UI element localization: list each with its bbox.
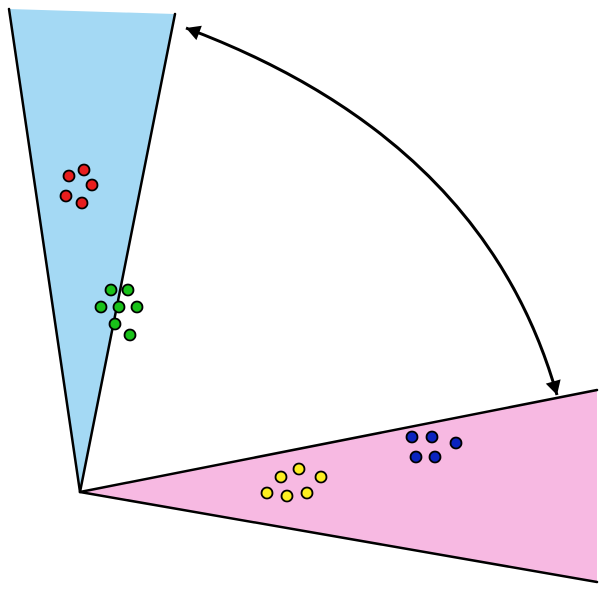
green-dot [114,302,125,313]
yellow-dot [316,472,327,483]
blue-dot [451,438,462,449]
green-dot [132,302,143,313]
blue-dot [411,452,422,463]
blue-dot [407,432,418,443]
angle-arc [186,28,557,395]
red-dot [87,180,98,191]
green-dot [106,285,117,296]
yellow-dot [262,488,273,499]
yellow-dot [294,464,305,475]
green-dot [110,319,121,330]
yellow-dot [302,488,313,499]
red-dot [64,171,75,182]
red-dot [61,191,72,202]
red-dot [77,198,88,209]
yellow-dot [276,472,287,483]
diagram-canvas [0,0,604,600]
arc-arrowhead-end [546,379,561,395]
yellow-dot [282,491,293,502]
green-dot [123,285,134,296]
blue-dot [427,432,438,443]
red-dot [79,165,90,176]
green-dot [125,330,136,341]
blue-dot [430,452,441,463]
green-dot [96,302,107,313]
lower-sector [80,390,597,582]
upper-sector [9,9,175,492]
